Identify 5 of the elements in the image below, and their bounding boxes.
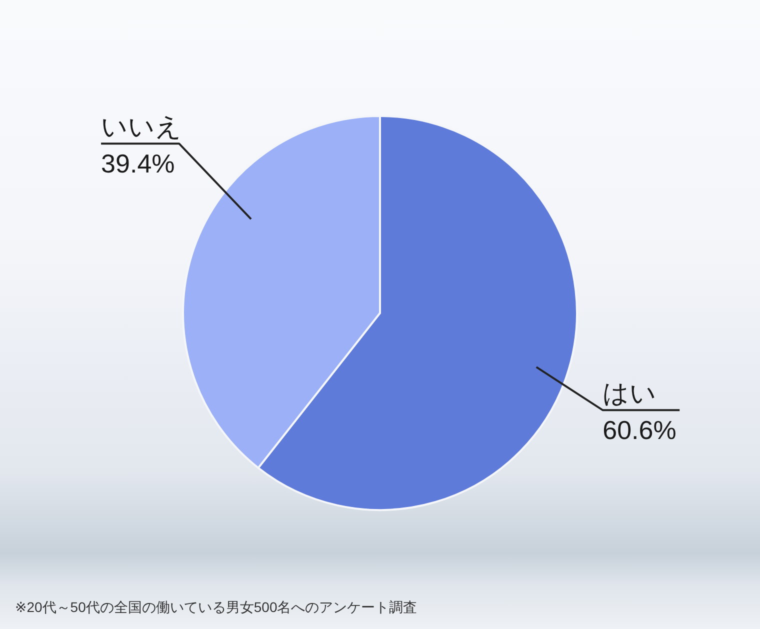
note: ※20代～50代の全国の働いている男女500名へのアンケート調査 — [15, 599, 418, 615]
slice-label: いいえ — [101, 112, 182, 142]
data-label: 39.4% — [101, 148, 175, 179]
data-label: 60.6% — [602, 415, 676, 446]
slice-label: はい — [602, 378, 657, 408]
